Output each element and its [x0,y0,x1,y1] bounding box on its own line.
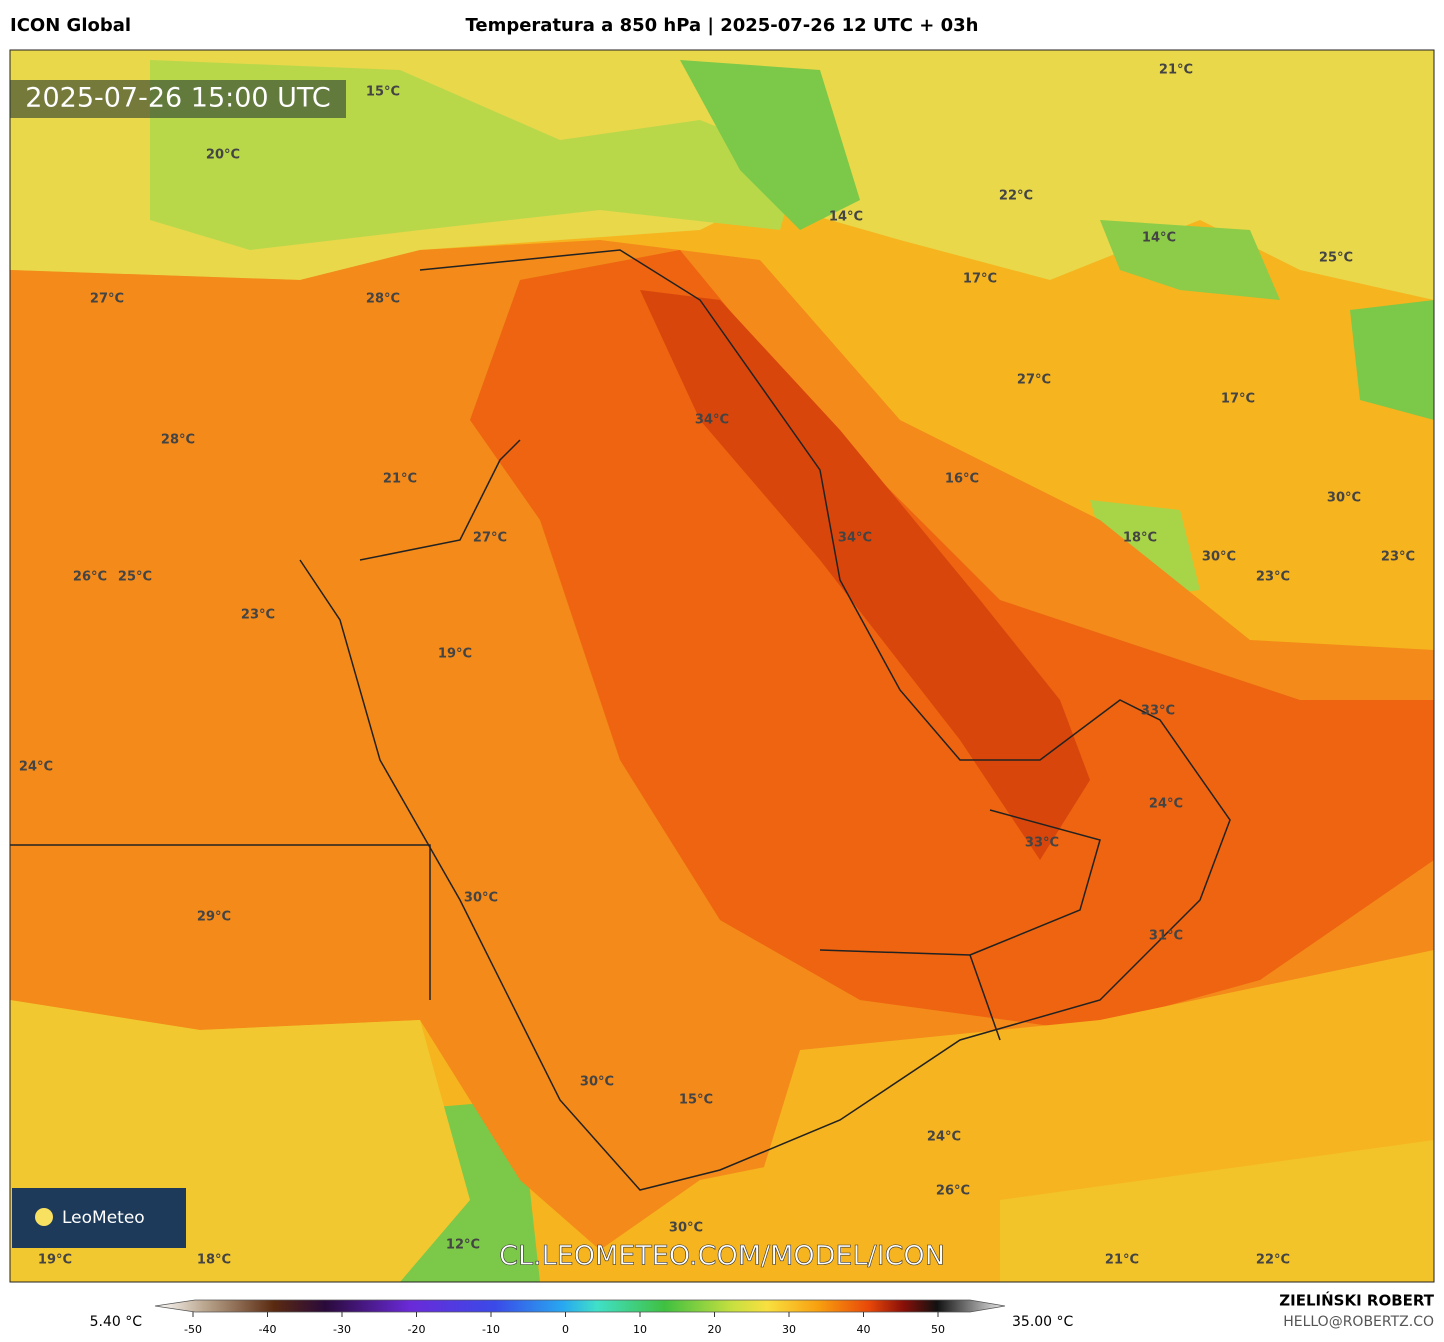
temperature-label: 23°C [1381,550,1415,565]
temperature-label: 18°C [197,1253,231,1268]
colorbar-tick-label: -10 [482,1323,500,1336]
temperature-label: 30°C [669,1221,703,1236]
temperature-label: 19°C [38,1253,72,1268]
map-frame [9,49,1435,1283]
map [10,50,1434,1282]
temperature-label: 16°C [945,472,979,487]
temperature-label: 29°C [197,910,231,925]
colorbar-max: 35.00 °C [1012,1314,1074,1330]
temperature-label: 21°C [1159,63,1193,78]
temperature-label: 26°C [73,570,107,585]
colorbar-tick-label: 40 [857,1323,871,1336]
temperature-label: 27°C [473,531,507,546]
temperature-label: 22°C [999,189,1033,204]
temperature-label: 25°C [1319,251,1353,266]
colorbar-tick-label: -50 [184,1323,202,1336]
temperature-label: 19°C [438,647,472,662]
colorbar-tick-label: -30 [333,1323,351,1336]
logo-sun [35,1208,53,1226]
temperature-label: 17°C [963,272,997,287]
colorbar-tick-label: -20 [408,1323,426,1336]
timestamp-box [10,80,346,118]
temperature-label: 34°C [838,531,872,546]
timestamp: 2025-07-26 15:00 UTC [25,83,330,114]
email: HELLO@ROBERTZ.CO [1283,1314,1434,1330]
temperature-label: 33°C [1025,836,1059,851]
temperature-label: 22°C [1256,1253,1290,1268]
temperature-label: 24°C [927,1130,961,1145]
temperature-label: 15°C [679,1093,713,1108]
temperature-label: 26°C [936,1184,970,1199]
temperature-label: 17°C [1221,392,1255,407]
temperature-label: 30°C [580,1075,614,1090]
temperature-label: 30°C [464,891,498,906]
temperature-label: 21°C [1105,1253,1139,1268]
colorbar-tick-label: 20 [708,1323,722,1336]
temperature-label: 34°C [695,413,729,428]
temperature-labels: 15°C 20°C 21°C 22°C 14°C 14°C 25°C 17°C 27°C 28°C… [19,63,1415,1268]
logo: LeoMeteo [62,1208,145,1228]
temperature-label: 28°C [366,292,400,307]
temperature-label: 18°C [1123,531,1157,546]
temperature-label: 27°C [90,292,124,307]
temperature-label: 24°C [1149,797,1183,812]
temperature-label: 15°C [366,85,400,100]
temperature-label: 23°C [1256,570,1290,585]
model-name: ICON Global [10,15,131,36]
colorbar-tick-label: 10 [633,1323,647,1336]
temperature-label: 24°C [19,760,53,775]
colorbar-tick-label: 50 [931,1323,945,1336]
temperature-label: 21°C [383,472,417,487]
colorbar-tick-label: -40 [259,1323,277,1336]
temperature-label: 31°C [1149,929,1183,944]
map-title: Temperatura a 850 hPa | 2025-07-26 12 UT… [465,15,978,36]
colorbar-tick-label: 30 [782,1323,796,1336]
watermark: CL.LEOMETEO.COM/MODEL/ICON [499,1241,945,1272]
temperature-label: 28°C [161,433,195,448]
temperature-label: 12°C [446,1238,480,1253]
temperature-label: 30°C [1327,491,1361,506]
author: ZIELIŃSKI ROBERT [1279,1291,1434,1310]
temperature-label: 33°C [1141,704,1175,719]
colorbar-tick-label: 0 [562,1323,569,1336]
temperature-label: 30°C [1202,550,1236,565]
temperature-label: 23°C [241,608,275,623]
temperature-label: 25°C [118,570,152,585]
temperature-label: 27°C [1017,373,1051,388]
colorbar-min: 5.40 °C [90,1314,143,1330]
temperature-label: 14°C [1142,231,1176,246]
colorbar [154,1299,1006,1313]
temperature-label: 14°C [829,210,863,225]
temperature-label: 20°C [206,148,240,163]
